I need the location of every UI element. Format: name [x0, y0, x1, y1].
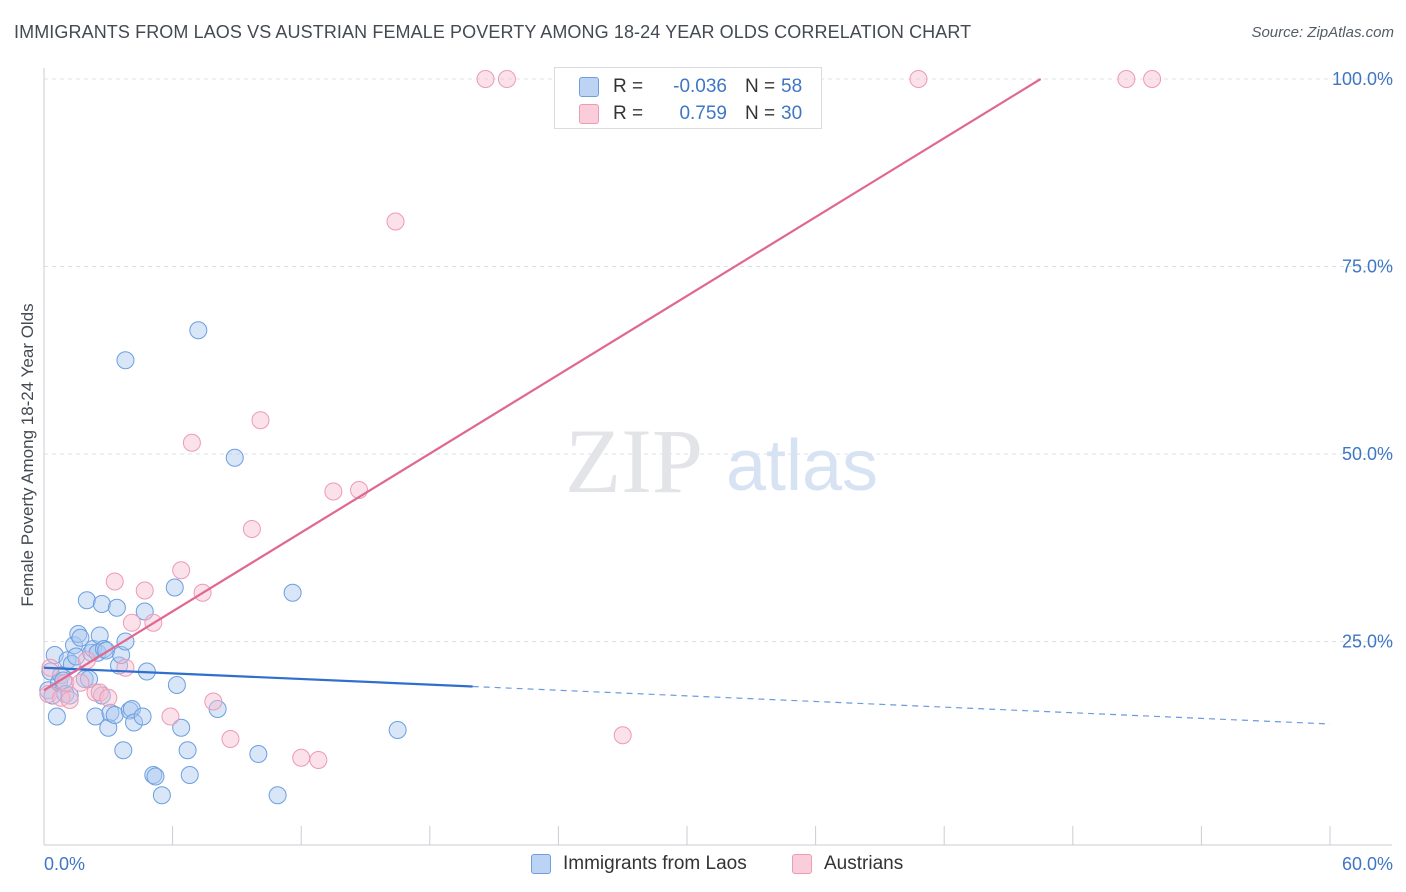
- legend-austrians-swatch: [792, 854, 812, 874]
- austrians-point-15: [161, 707, 180, 726]
- laos-point-51: [189, 321, 208, 340]
- laos-point-44: [146, 767, 165, 786]
- austrians-point-32: [1117, 70, 1136, 88]
- austrians-r-value: 0.759: [679, 103, 727, 124]
- laos-point-55: [268, 786, 287, 805]
- y-tick-label-3: 100.0%: [1332, 69, 1393, 89]
- legend-item-laos: Immigrants from Laos: [531, 852, 747, 876]
- laos-point-13: [67, 647, 86, 666]
- austrians-point-30: [613, 726, 632, 745]
- austrians-swatch: [579, 104, 599, 124]
- y-tick-label-1: 50.0%: [1342, 444, 1393, 464]
- series-laos-points: [39, 321, 407, 805]
- correlation-legend: R = -0.036 N = 58 R = 0.759 N = 30: [554, 67, 822, 129]
- laos-point-38: [122, 700, 141, 718]
- legend-laos-swatch: [531, 854, 551, 874]
- y-tick-label-0: 25.0%: [1342, 632, 1393, 652]
- austrians-point-13: [135, 581, 154, 600]
- laos-point-23: [90, 626, 109, 645]
- austrians-point-24: [309, 751, 328, 769]
- austrians-point-10: [105, 572, 124, 591]
- laos-point-21: [86, 707, 105, 726]
- laos-n-label: N =: [745, 76, 776, 97]
- laos-point-56: [283, 583, 302, 602]
- austrians-point-19: [204, 692, 223, 711]
- austrians-point-31: [909, 70, 928, 88]
- laos-point-54: [249, 745, 268, 763]
- austrians-n-label: N =: [745, 103, 776, 124]
- austrians-point-11: [116, 658, 135, 677]
- laos-point-17: [77, 591, 96, 610]
- austrians-point-28: [476, 70, 495, 88]
- laos-r-label: R =: [613, 76, 644, 97]
- laos-point-47: [167, 676, 186, 694]
- legend-laos-label: Immigrants from Laos: [563, 853, 747, 874]
- laos-point-15: [71, 628, 90, 647]
- watermark-atlas: atlas: [726, 426, 878, 506]
- austrians-point-21: [242, 520, 261, 538]
- austrians-n-value: 30: [781, 103, 803, 124]
- austrians-point-23: [292, 748, 311, 767]
- austrians-point-16: [172, 561, 191, 580]
- laos-point-12: [65, 636, 84, 655]
- austrians-point-5: [71, 673, 90, 692]
- watermark-zip: ZIP: [565, 410, 703, 512]
- austrians-point-8: [90, 683, 109, 702]
- laos-point-30: [105, 706, 124, 724]
- laos-point-45: [152, 786, 171, 805]
- laos-r-value: -0.036: [673, 76, 727, 97]
- laos-point-57: [388, 721, 407, 739]
- austrians-r-label: R =: [613, 103, 644, 124]
- austrians-point-12: [122, 613, 141, 632]
- laos-trendline-extension: [472, 685, 1331, 725]
- laos-point-49: [178, 741, 197, 760]
- austrians-point-25: [324, 482, 343, 501]
- tick-labels: 25.0% 50.0% 75.0% 100.0% 0.0% 60.0%: [44, 69, 1393, 874]
- axis-layer: [43, 68, 1392, 846]
- austrians-point-17: [182, 433, 201, 452]
- laos-point-50: [180, 766, 199, 784]
- austrians-point-29: [497, 70, 516, 88]
- y-tick-label-2: 75.0%: [1342, 257, 1393, 277]
- laos-point-4: [47, 707, 66, 726]
- laos-point-34: [114, 741, 133, 760]
- legend-row-austrians: R = 0.759 N = 30: [579, 102, 802, 126]
- laos-point-40: [133, 707, 152, 726]
- laos-point-31: [107, 598, 126, 617]
- legend-item-austrians: Austrians: [792, 852, 903, 876]
- x-tick-label-1: 60.0%: [1342, 854, 1393, 874]
- austrians-point-9: [99, 688, 118, 707]
- austrians-point-27: [386, 212, 405, 231]
- austrians-trendline: [43, 78, 1042, 692]
- austrians-point-20: [221, 730, 240, 748]
- chart-title: IMMIGRANTS FROM LAOS VS AUSTRIAN FEMALE …: [14, 22, 972, 42]
- laos-point-36: [116, 351, 135, 370]
- laos-point-48: [172, 718, 191, 737]
- austrians-point-33: [1143, 70, 1162, 88]
- grid-layer: [44, 78, 1392, 642]
- laos-point-27: [92, 595, 111, 613]
- austrians-point-22: [251, 411, 270, 430]
- austrians-point-4: [60, 691, 79, 709]
- laos-trendline: [43, 666, 473, 688]
- trendlines: [43, 78, 1331, 725]
- laos-point-53: [225, 448, 244, 467]
- x-tick-label-0: 0.0%: [44, 854, 85, 874]
- laos-point-46: [165, 578, 184, 597]
- laos-n-value: 58: [781, 76, 803, 97]
- legend-austrians-label: Austrians: [824, 853, 904, 874]
- laos-swatch: [579, 77, 599, 97]
- legend-row-laos: R = -0.036 N = 58: [579, 75, 802, 99]
- source-label: Source: ZipAtlas.com: [1251, 24, 1394, 41]
